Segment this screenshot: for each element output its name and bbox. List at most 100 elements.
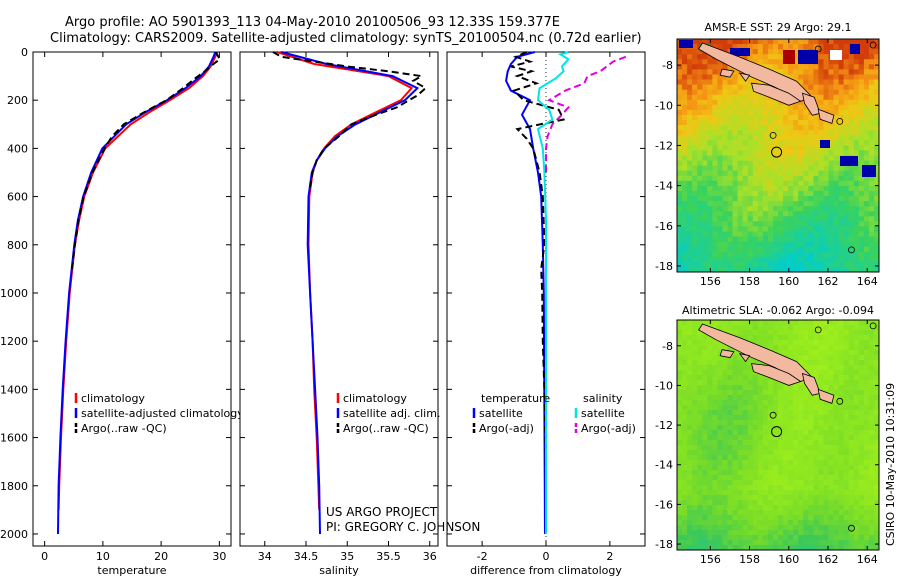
map-cell xyxy=(712,325,718,331)
map-cell xyxy=(702,545,708,550)
map-cell xyxy=(808,535,814,541)
map-cell xyxy=(853,216,860,222)
map-cell xyxy=(823,420,830,426)
map-cell xyxy=(687,400,693,406)
map-cell xyxy=(752,500,759,506)
map-cell xyxy=(737,460,744,466)
map-cell xyxy=(752,231,759,238)
map-cell xyxy=(848,425,855,431)
map-cell xyxy=(752,460,759,466)
map-cell xyxy=(727,84,734,91)
map-cell xyxy=(737,236,744,243)
map-cell xyxy=(697,430,703,436)
map-cell xyxy=(843,125,850,131)
map-cell xyxy=(828,535,835,541)
map-cell xyxy=(737,440,744,446)
legend-label: Argo(-adj) xyxy=(479,422,534,435)
map-cell xyxy=(868,175,875,182)
map-cell xyxy=(803,475,809,481)
map-cell xyxy=(778,191,784,197)
map-cell xyxy=(803,345,809,351)
map-cell xyxy=(853,221,860,227)
map-cell xyxy=(813,500,819,506)
map-cell xyxy=(874,425,879,431)
map-cell xyxy=(853,261,860,268)
map-cell xyxy=(732,89,739,96)
map-cell xyxy=(682,480,688,486)
map-cell xyxy=(692,510,698,516)
map-cell xyxy=(803,206,809,212)
map-cell xyxy=(732,320,739,326)
map-cell xyxy=(682,251,688,258)
map-cell xyxy=(838,410,845,416)
map-cell xyxy=(752,221,759,227)
map-cell xyxy=(737,450,744,456)
map-cell xyxy=(692,490,698,496)
map-cell xyxy=(712,256,718,263)
map-cell xyxy=(692,120,698,126)
map-cell xyxy=(798,430,804,436)
map-cell xyxy=(732,206,739,212)
map-cell xyxy=(707,395,713,401)
map-cell xyxy=(727,89,734,96)
map-cell xyxy=(808,415,814,421)
map-cell xyxy=(858,345,865,351)
map-cell xyxy=(798,540,804,546)
map-cell xyxy=(778,150,784,157)
map-cell xyxy=(773,39,779,45)
map-cell xyxy=(712,445,718,451)
map-cell xyxy=(874,355,879,361)
map-cell xyxy=(717,69,723,76)
map-cell xyxy=(677,420,683,426)
map-cell xyxy=(747,435,754,441)
map-cell xyxy=(793,345,799,351)
reef-outline xyxy=(836,397,844,405)
map-cell xyxy=(707,510,713,516)
map-cell xyxy=(838,170,845,177)
map-cell xyxy=(742,160,749,167)
map-cell xyxy=(813,540,819,546)
map-cell xyxy=(858,440,865,446)
map-cell xyxy=(858,94,865,101)
map-cell xyxy=(767,495,774,501)
map-cell xyxy=(712,145,718,152)
map-cell xyxy=(702,261,708,268)
map-ytick-label: -8 xyxy=(662,340,673,353)
map-cell xyxy=(833,390,840,396)
map-cell xyxy=(742,375,749,381)
map-cell xyxy=(707,405,713,411)
map-cell xyxy=(803,125,809,131)
map-cell xyxy=(722,385,729,391)
map-cell xyxy=(798,405,804,411)
map-cell xyxy=(717,165,723,172)
map-cell xyxy=(823,450,830,456)
map-cell xyxy=(762,145,769,152)
map-cell xyxy=(858,485,865,491)
map-cell xyxy=(712,89,718,96)
map-cell xyxy=(742,221,749,227)
map-cell xyxy=(828,540,835,546)
map-cell xyxy=(833,475,840,481)
map-cell xyxy=(843,545,850,550)
map-cell xyxy=(757,465,764,471)
map-cell xyxy=(687,360,693,366)
map-cell xyxy=(687,109,693,116)
map-cell xyxy=(803,84,809,91)
map-cell xyxy=(868,115,875,121)
map-cell xyxy=(863,400,870,406)
map-cell xyxy=(767,490,774,496)
map-cell xyxy=(732,475,739,481)
map-cell xyxy=(727,145,734,152)
map-cell xyxy=(818,185,824,192)
map-cell xyxy=(803,485,809,491)
map-cell xyxy=(762,510,769,516)
map-cell xyxy=(767,54,774,60)
map-cell xyxy=(833,145,840,152)
map-cell xyxy=(838,226,845,233)
map-cell xyxy=(848,135,855,141)
map-cell xyxy=(853,54,860,60)
map-cell xyxy=(757,460,764,466)
map-cell xyxy=(818,160,824,167)
salinity-xtick-label: 34.5 xyxy=(294,550,319,563)
map-cell xyxy=(788,246,794,253)
